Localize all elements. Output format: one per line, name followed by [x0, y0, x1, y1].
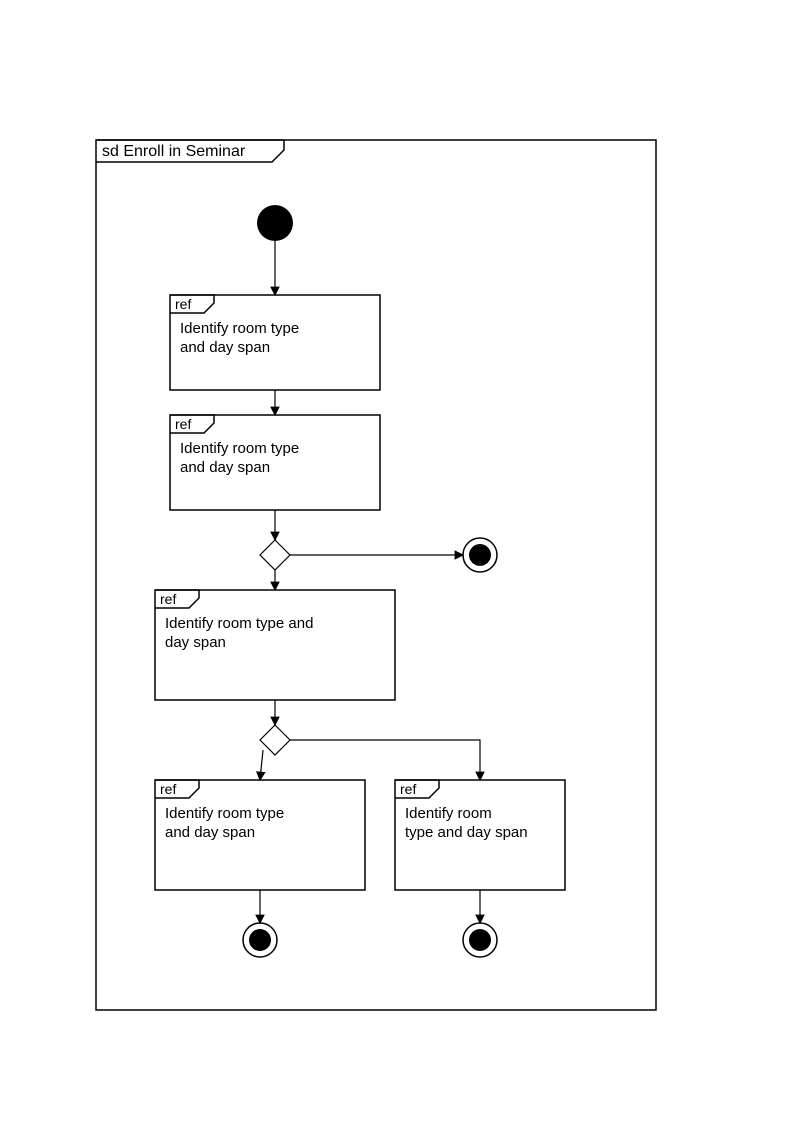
decision-node: [260, 540, 290, 570]
ref-tag: ref: [400, 781, 416, 797]
ref-text-line: type and day span: [405, 824, 528, 841]
ref-text-line: Identify room type: [180, 440, 299, 457]
edge: [290, 740, 480, 780]
ref-text-line: day span: [165, 634, 226, 651]
activity-diagram: sd Enroll in Seminar ref Identify room typ…: [0, 0, 800, 1131]
ref-box: ref Identify room type and day span: [155, 780, 365, 890]
ref-text-line: and day span: [180, 339, 270, 356]
ref-text-line: Identify room type and: [165, 615, 313, 632]
initial-node: [257, 205, 293, 241]
final-node: [463, 923, 497, 957]
ref-text-line: and day span: [165, 824, 255, 841]
ref-tag: ref: [160, 591, 176, 607]
ref-text-line: Identify room type: [165, 805, 284, 822]
ref-box: ref Identify room type and day span: [170, 295, 380, 390]
ref-text-line: Identify room type: [180, 320, 299, 337]
ref-box: ref Identify room type and day span: [170, 415, 380, 510]
ref-tag: ref: [160, 781, 176, 797]
final-node: [243, 923, 277, 957]
ref-box: ref Identify room type and day span: [395, 780, 565, 890]
ref-text-line: Identify room: [405, 805, 492, 822]
ref-text-line: and day span: [180, 459, 270, 476]
ref-box: ref Identify room type and day span: [155, 590, 395, 700]
final-node: [463, 538, 497, 572]
frame-title: sd Enroll in Seminar: [102, 143, 246, 160]
ref-tag: ref: [175, 416, 191, 432]
edge: [260, 750, 263, 780]
decision-node: [260, 725, 290, 755]
ref-tag: ref: [175, 296, 191, 312]
